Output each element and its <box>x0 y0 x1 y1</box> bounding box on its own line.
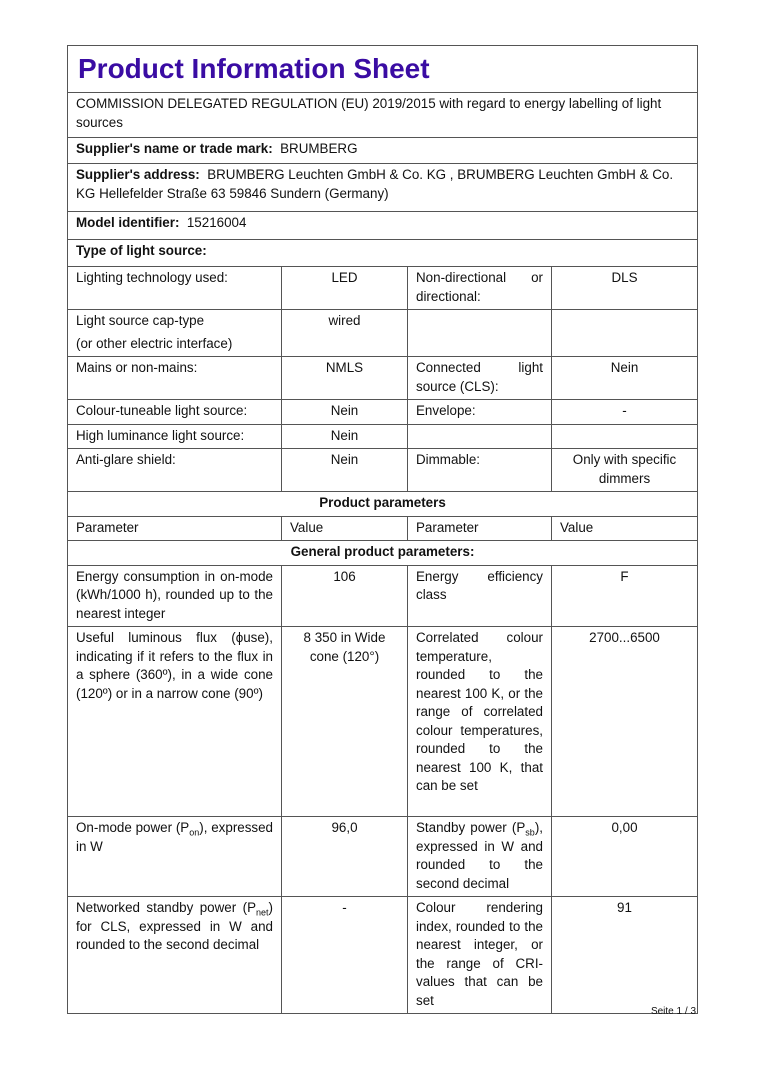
label-text: ) for CLS, expressed in W and rounded to… <box>76 900 273 952</box>
column-header: Value <box>550 515 699 541</box>
param-value: 0,00 <box>550 816 699 897</box>
table-row: High luminance light source: Nein <box>67 423 699 449</box>
column-header: Parameter <box>407 515 552 541</box>
param-label: Colour rendering index, rounded to the n… <box>407 896 552 1014</box>
param-label: On-mode power (Pon), expressed in W <box>67 816 282 897</box>
param-label <box>407 309 552 357</box>
param-value: Nein <box>550 356 699 400</box>
column-header-row: Parameter Value Parameter Value <box>67 515 699 541</box>
page-separator: / <box>684 1006 688 1017</box>
table-row: Lighting technology used: LED Non-direct… <box>67 266 699 310</box>
label-text: ), expressed in W <box>76 820 274 854</box>
param-label: Mains or non-mains: <box>67 356 282 400</box>
param-value: 91 <box>550 896 699 1014</box>
type-heading: Type of light source: <box>66 239 699 267</box>
label-text: ), expressed in W and rounded to the sec… <box>416 820 543 891</box>
page-title: Product Information Sheet <box>66 45 699 93</box>
table-row: Anti-glare shield: Nein Dimmable: Only w… <box>67 448 699 492</box>
param-label: Envelope: <box>407 399 552 425</box>
param-value: DLS <box>550 266 699 310</box>
general-heading: General product parameters: <box>66 540 699 566</box>
param-label: Correlated colour temperature, rounded t… <box>407 626 552 817</box>
address-row: Supplier's address: BRUMBERG Leuchten Gm… <box>66 163 699 212</box>
table-row: Colour-tuneable light source: Nein Envel… <box>67 399 699 425</box>
param-value: F <box>550 564 699 627</box>
table-row: Mains or non-mains: NMLS Connected light… <box>67 356 699 400</box>
param-value: wired <box>281 309 408 357</box>
product-info-table: Product Information Sheet COMMISSION DEL… <box>66 45 699 1014</box>
model-row: Model identifier: 15216004 <box>66 211 699 240</box>
param-label: Energy consumption in on-mode (kWh/1000 … <box>67 564 282 627</box>
param-value: 96,0 <box>281 816 408 897</box>
label-subscript: sb <box>525 827 535 838</box>
param-label-line: (or other electric interface) <box>76 335 233 351</box>
param-label <box>407 423 552 449</box>
page-number: Seite 1 / 3 <box>651 1006 696 1017</box>
param-value: 106 <box>281 564 408 627</box>
param-value: Nein <box>281 423 408 449</box>
supplier-row: Supplier's name or trade mark: BRUMBERG <box>66 137 699 164</box>
param-label-line: Light source cap-type <box>76 313 205 328</box>
param-label: Non-directional or directional: <box>407 266 552 310</box>
model-label: Model identifier: <box>76 215 180 230</box>
address-label: Supplier's address: <box>76 167 200 182</box>
param-value: LED <box>281 266 408 310</box>
param-label: Useful luminous flux (ϕuse), indicating … <box>67 626 282 817</box>
param-label: High luminance light source: <box>67 423 282 449</box>
param-label: Lighting technology used: <box>67 266 282 310</box>
column-header: Parameter <box>67 515 282 541</box>
label-text: On-mode power (P <box>76 820 190 835</box>
param-label: Networked standby power (Pnet) for CLS, … <box>67 896 282 1014</box>
param-label: Connected light source (CLS): <box>407 356 552 400</box>
regulation-text: COMMISSION DELEGATED REGULATION (EU) 201… <box>66 92 699 138</box>
model-value: 15216004 <box>186 215 247 230</box>
param-value: - <box>550 399 699 425</box>
label-subscript: net <box>256 907 269 918</box>
param-label: Light source cap-type (or other electric … <box>67 309 282 357</box>
column-header: Value <box>281 515 408 541</box>
table-row: Useful luminous flux (ϕuse), indicating … <box>67 626 699 817</box>
param-value: - <box>281 896 408 1014</box>
param-value: Nein <box>281 448 408 492</box>
param-label: Dimmable: <box>407 448 552 492</box>
total-pages: 3 <box>690 1006 696 1017</box>
table-row: Energy consumption in on-mode (kWh/1000 … <box>67 564 699 627</box>
param-value: Only with specific dimmers <box>550 448 699 492</box>
table-row: On-mode power (Pon), expressed in W 96,0… <box>67 816 699 897</box>
supplier-value: BRUMBERG <box>280 141 358 156</box>
param-value <box>550 309 699 357</box>
param-value: NMLS <box>281 356 408 400</box>
address-value: BRUMBERG Leuchten GmbH & Co. KG , BRUMBE… <box>76 167 674 201</box>
label-text: Networked standby power (P <box>76 900 257 915</box>
param-label: Colour-tuneable light source: <box>67 399 282 425</box>
param-value: 2700...6500 <box>550 626 699 817</box>
table-row: Networked standby power (Pnet) for CLS, … <box>67 896 699 1014</box>
param-value <box>550 423 699 449</box>
param-value: 8 350 in Wide cone (120°) <box>281 626 408 817</box>
page-label: Seite <box>650 1006 674 1017</box>
label-subscript: on <box>189 827 200 838</box>
label-text: Standby power (P <box>416 820 526 835</box>
table-row: Light source cap-type (or other electric … <box>67 309 699 357</box>
product-params-heading: Product parameters <box>66 491 699 517</box>
param-label: Standby power (Psb), expressed in W and … <box>407 816 552 897</box>
param-label: Energy efficiency class <box>407 564 552 627</box>
current-page: 1 <box>676 1006 683 1017</box>
param-label: Anti-glare shield: <box>67 448 282 492</box>
supplier-label: Supplier's name or trade mark: <box>76 141 273 156</box>
param-value: Nein <box>281 399 408 425</box>
